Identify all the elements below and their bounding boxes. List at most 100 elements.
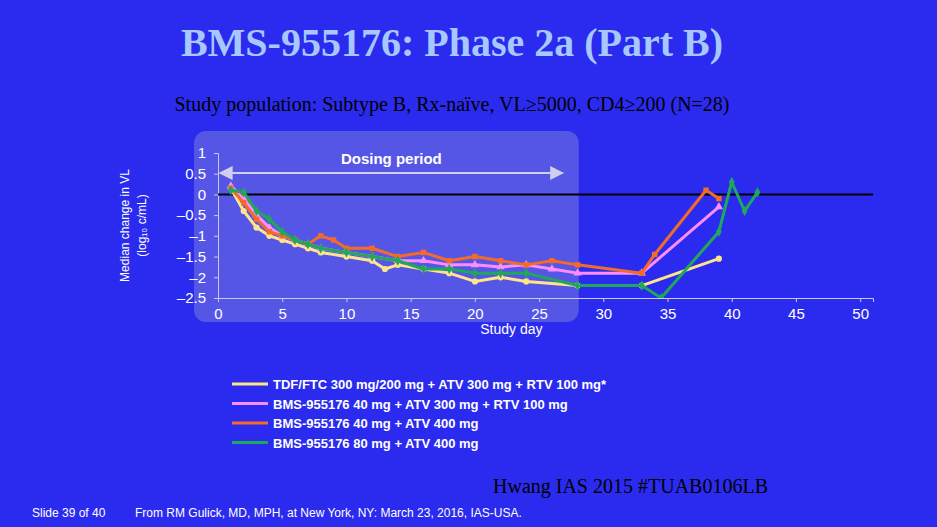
series-marker bbox=[523, 268, 529, 278]
x-axis-tick-label: 30 bbox=[595, 305, 612, 322]
source: From RM Gulick, MD, MPH, at New York, NY… bbox=[135, 506, 522, 520]
x-axis-tick: 25 bbox=[531, 298, 548, 322]
x-axis-tick-label: 10 bbox=[339, 305, 356, 322]
series-marker bbox=[267, 229, 272, 234]
y-axis-line bbox=[214, 154, 219, 299]
y-axis-tick-mark bbox=[214, 257, 218, 258]
y-axis-tick: 0.5 bbox=[185, 165, 218, 182]
series-marker bbox=[523, 278, 529, 284]
y-axis-tick-mark bbox=[214, 174, 218, 175]
legend-swatch bbox=[232, 402, 268, 405]
series-marker bbox=[498, 258, 503, 263]
series-marker bbox=[241, 200, 246, 205]
series-line bbox=[231, 188, 719, 273]
y-axis-tick-label: 0.5 bbox=[185, 165, 206, 182]
x-axis-tick: 20 bbox=[467, 298, 484, 322]
series-marker bbox=[254, 206, 260, 216]
x-axis-tick-mark bbox=[603, 298, 604, 302]
slide: BMS-955176: Phase 2a (Part B)Study popul… bbox=[0, 0, 937, 527]
legend-label: TDF/FTC 300 mg/200 mg + ATV 300 mg + RTV… bbox=[273, 377, 607, 392]
series-marker bbox=[742, 206, 748, 216]
x-axis-tick-mark bbox=[732, 298, 733, 302]
series-marker bbox=[395, 256, 401, 266]
series-line bbox=[231, 186, 719, 273]
slide-number: Slide 39 of 40 bbox=[32, 506, 106, 520]
dosing-label: Dosing period bbox=[341, 150, 442, 167]
series-marker bbox=[331, 237, 336, 242]
y-axis-tick-mark bbox=[214, 298, 218, 299]
x-axis-tick: 45 bbox=[788, 298, 805, 322]
y-axis-tick-mark bbox=[214, 215, 218, 216]
x-axis-tick-label: 50 bbox=[852, 305, 869, 322]
legend-item: TDF/FTC 300 mg/200 mg + ATV 300 mg + RTV… bbox=[232, 377, 607, 392]
series-marker bbox=[472, 254, 477, 259]
legend-item: BMS-955176 40 mg + ATV 400 mg bbox=[232, 416, 479, 431]
y-axis-tick: 1 bbox=[198, 144, 218, 161]
x-axis-tick-label: 20 bbox=[467, 305, 484, 322]
series-marker bbox=[573, 268, 581, 275]
legend-item: BMS-955176 40 mg + ATV 300 mg + RTV 100 … bbox=[232, 397, 568, 412]
y-axis-tick: –2 bbox=[189, 269, 218, 286]
y-axis-tick-mark bbox=[214, 236, 218, 237]
series-marker bbox=[575, 262, 580, 267]
y-axis-tick-label: –1 bbox=[189, 227, 206, 244]
x-axis-tick-mark bbox=[475, 298, 476, 302]
x-axis-tick-mark bbox=[668, 298, 669, 302]
y-axis-tick-label: 1 bbox=[198, 144, 206, 161]
y-axis-tick: –0.5 bbox=[177, 206, 218, 223]
legend-swatch bbox=[232, 441, 268, 444]
x-axis-tick-label: 40 bbox=[724, 305, 741, 322]
x-axis-tick-label: 25 bbox=[531, 305, 548, 322]
x-axis-tick-mark bbox=[346, 298, 347, 302]
series-marker bbox=[716, 196, 721, 201]
series-marker bbox=[253, 224, 259, 230]
x-axis-tick-label: 0 bbox=[214, 305, 222, 322]
x-axis-tick: 35 bbox=[660, 298, 677, 322]
y-axis-tick-label: –0.5 bbox=[177, 206, 206, 223]
x-axis-tick: 40 bbox=[724, 298, 741, 322]
series-marker bbox=[369, 246, 374, 251]
series-marker bbox=[549, 258, 554, 263]
series-marker bbox=[472, 278, 478, 284]
series-marker bbox=[292, 235, 298, 245]
dosing-panel bbox=[194, 131, 579, 322]
x-axis-tick: 15 bbox=[403, 298, 420, 322]
series-marker bbox=[241, 187, 247, 197]
series-marker bbox=[318, 243, 324, 253]
y-axis-tick-mark bbox=[214, 277, 218, 278]
series-marker bbox=[472, 268, 478, 278]
series-marker bbox=[419, 256, 427, 263]
plot-area bbox=[218, 177, 873, 298]
series-marker bbox=[548, 264, 556, 271]
x-axis-tick-label: 35 bbox=[660, 305, 677, 322]
y-axis-tick: 0 bbox=[198, 186, 218, 203]
x-axis-tick-mark bbox=[218, 298, 219, 302]
y-axis-tick: –1 bbox=[189, 227, 218, 244]
x-axis-tick-mark bbox=[411, 298, 412, 302]
series-marker bbox=[652, 252, 657, 257]
series-marker bbox=[343, 247, 349, 257]
series-marker bbox=[716, 227, 722, 237]
y-axis-tick-mark bbox=[214, 194, 218, 195]
legend: TDF/FTC 300 mg/200 mg + ATV 300 mg + RTV… bbox=[232, 377, 607, 451]
series-marker bbox=[658, 293, 664, 298]
series-marker bbox=[729, 177, 735, 187]
series-marker bbox=[703, 188, 708, 193]
series-marker bbox=[715, 202, 723, 209]
legend-swatch bbox=[232, 422, 268, 425]
series-marker bbox=[369, 251, 375, 261]
x-axis-tick-mark bbox=[539, 298, 540, 302]
x-axis-tick: 10 bbox=[339, 298, 356, 322]
citation: Hwang IAS 2015 #TUAB0106LB bbox=[493, 475, 768, 498]
legend-swatch bbox=[232, 383, 268, 386]
y-axis: 10.50–0.5–1–1.5–2–2.5 bbox=[177, 144, 219, 306]
x-axis-tick: 50 bbox=[852, 298, 869, 322]
x-axis-tick-label: 15 bbox=[403, 305, 420, 322]
series-marker bbox=[266, 214, 272, 224]
legend-item: BMS-955176 80 mg + ATV 400 mg bbox=[232, 436, 479, 451]
x-axis-line bbox=[219, 299, 874, 303]
series-line bbox=[231, 182, 758, 298]
y-axis-tick-mark bbox=[214, 153, 218, 154]
x-axis-tick-mark bbox=[282, 298, 283, 302]
series-marker bbox=[446, 264, 452, 274]
